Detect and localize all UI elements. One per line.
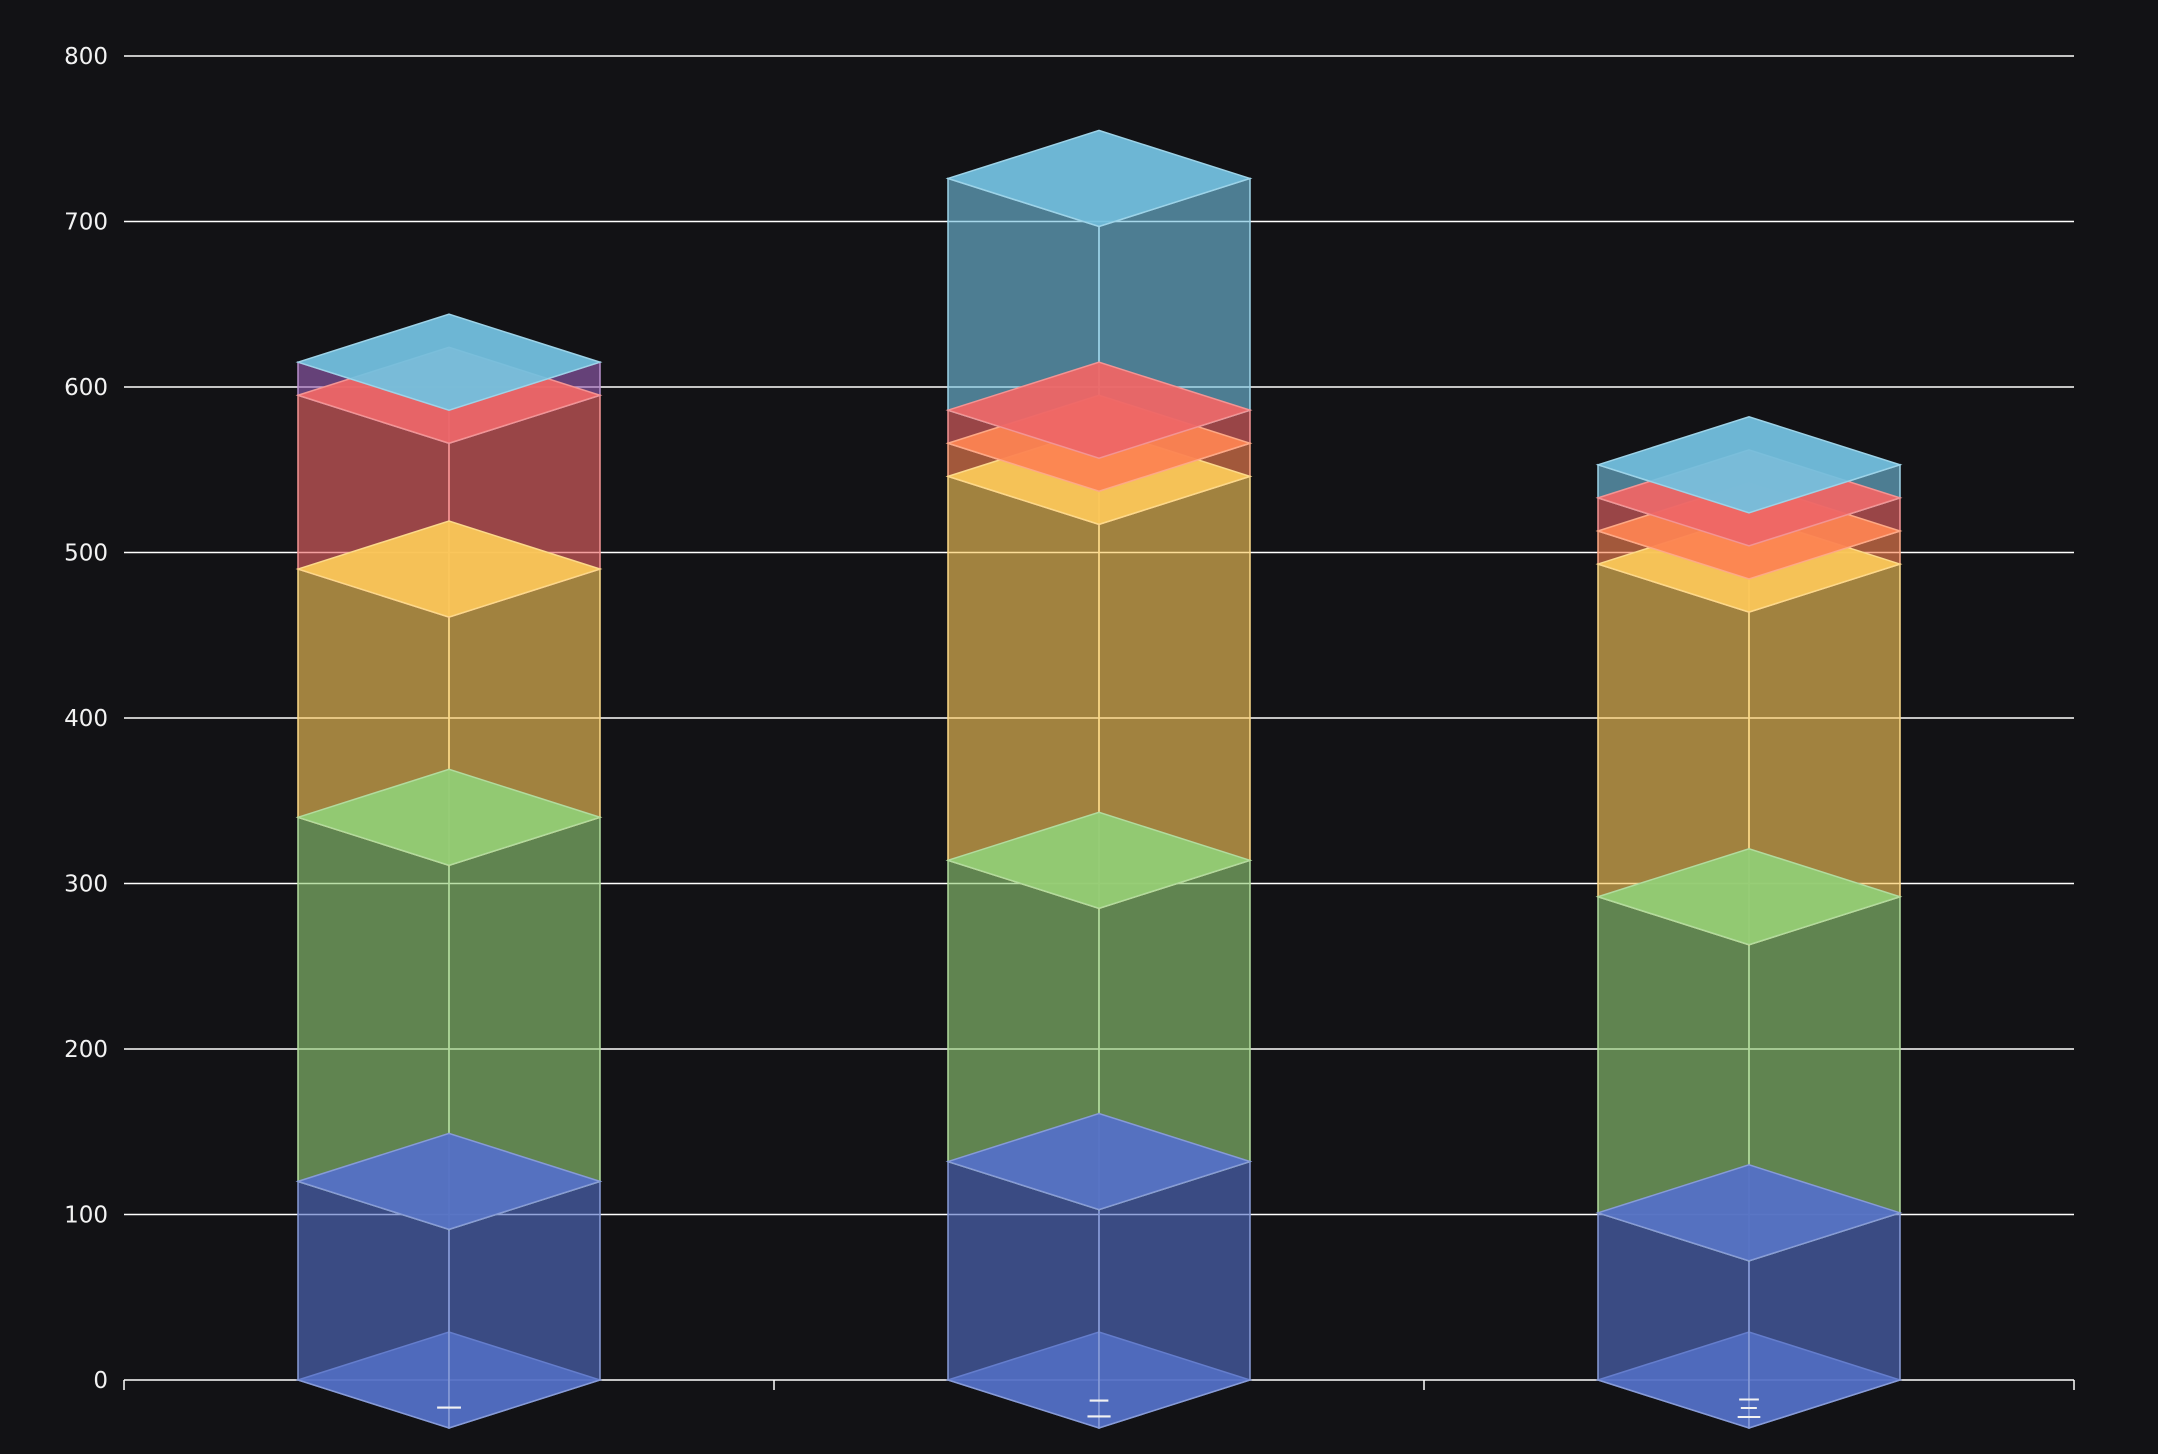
y-tick-label: 700 bbox=[64, 210, 108, 236]
x-category-label: 三 bbox=[1736, 1395, 1762, 1425]
bar-stack bbox=[1595, 415, 1903, 1430]
bar-top bbox=[945, 361, 1253, 459]
bar-top bbox=[945, 1112, 1253, 1211]
y-tick-label: 600 bbox=[64, 375, 108, 401]
bar-top bbox=[295, 313, 603, 411]
bar-top bbox=[295, 768, 603, 867]
labels: 0 100 200 300 400 500 600 700 800 一 二 三 bbox=[64, 44, 1762, 1425]
x-category-label: 一 bbox=[436, 1395, 462, 1425]
bar-stack bbox=[295, 313, 603, 1430]
y-tick-label: 100 bbox=[64, 1203, 108, 1229]
y-tick-label: 200 bbox=[64, 1037, 108, 1063]
bars bbox=[295, 129, 1903, 1430]
y-tick-label: 500 bbox=[64, 541, 108, 567]
bar-top bbox=[945, 811, 1253, 910]
axes bbox=[123, 1380, 2075, 1390]
bar-top bbox=[945, 129, 1253, 228]
y-tick-label: 0 bbox=[93, 1368, 108, 1394]
x-category-label: 二 bbox=[1086, 1395, 1112, 1425]
y-tick-label: 800 bbox=[64, 44, 108, 70]
bar-top bbox=[1595, 415, 1903, 514]
bar-top bbox=[1595, 1164, 1903, 1262]
y-tick-label: 400 bbox=[64, 706, 108, 732]
bar-top bbox=[295, 1132, 603, 1231]
bar-top bbox=[295, 520, 603, 618]
y-tick-label: 300 bbox=[64, 872, 108, 898]
bar-top bbox=[1595, 847, 1903, 946]
bar-stack bbox=[945, 129, 1253, 1430]
